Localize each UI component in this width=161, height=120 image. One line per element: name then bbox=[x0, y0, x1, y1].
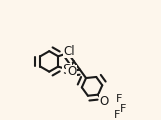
Text: F: F bbox=[120, 104, 127, 114]
Text: Cl: Cl bbox=[63, 45, 75, 58]
Text: O: O bbox=[67, 65, 76, 78]
Text: F: F bbox=[116, 94, 123, 104]
Text: F: F bbox=[114, 111, 120, 120]
Text: O: O bbox=[99, 95, 109, 108]
Text: S: S bbox=[62, 63, 71, 77]
